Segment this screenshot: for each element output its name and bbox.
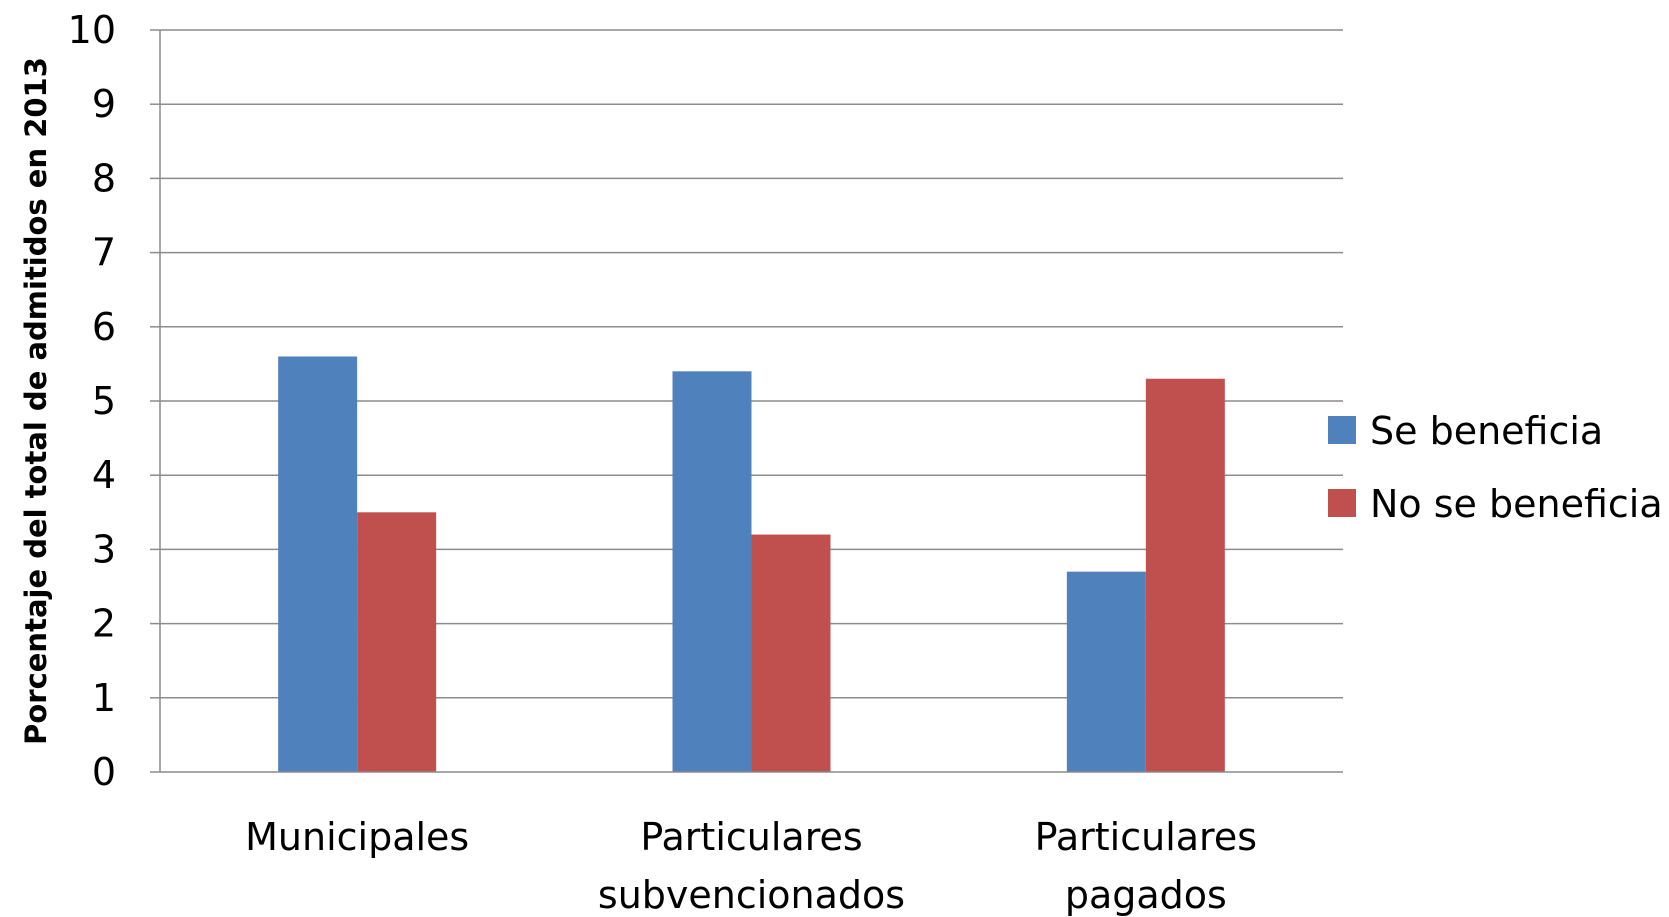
x-category-labels: Municipales Particulares subvencionados Par…	[245, 815, 1257, 917]
y-tick-label: 5	[92, 379, 116, 423]
axes	[150, 29, 1343, 773]
y-tick-label: 0	[92, 750, 116, 794]
y-tick-label: 4	[92, 453, 116, 497]
bar-no-se-beneficia	[751, 534, 831, 772]
bars	[278, 356, 1225, 772]
x-category-label: pagados	[1065, 873, 1227, 917]
bar-se-beneficia	[278, 356, 358, 772]
x-category-label: subvencionados	[598, 873, 905, 917]
legend: Se beneficia No se beneficia	[1328, 409, 1663, 526]
x-category-label: Particulares	[1035, 815, 1257, 859]
y-tick-labels: 0 1 2 3 4 5 6 7 8 9 10	[68, 8, 116, 794]
y-tick-label: 2	[92, 602, 116, 646]
legend-swatch	[1328, 416, 1356, 444]
y-tick-label: 1	[92, 676, 116, 720]
y-tick-label: 8	[92, 156, 116, 200]
bar-no-se-beneficia	[357, 512, 437, 772]
legend-label: No se beneficia	[1370, 482, 1663, 526]
x-category-label: Particulares	[640, 815, 862, 859]
legend-swatch	[1328, 489, 1356, 517]
y-tick-label: 10	[68, 8, 116, 52]
y-tick-label: 6	[92, 305, 116, 349]
legend-label: Se beneficia	[1370, 409, 1603, 453]
bar-no-se-beneficia	[1145, 378, 1225, 772]
bar-se-beneficia	[672, 371, 752, 772]
x-category-label: Municipales	[245, 815, 469, 859]
y-axis-title: Porcentaje del total de admitidos en 201…	[19, 57, 53, 745]
bar-se-beneficia	[1066, 571, 1146, 772]
y-tick-label: 9	[92, 82, 116, 126]
y-tick-label: 3	[92, 527, 116, 571]
y-tick-label: 7	[92, 231, 116, 275]
